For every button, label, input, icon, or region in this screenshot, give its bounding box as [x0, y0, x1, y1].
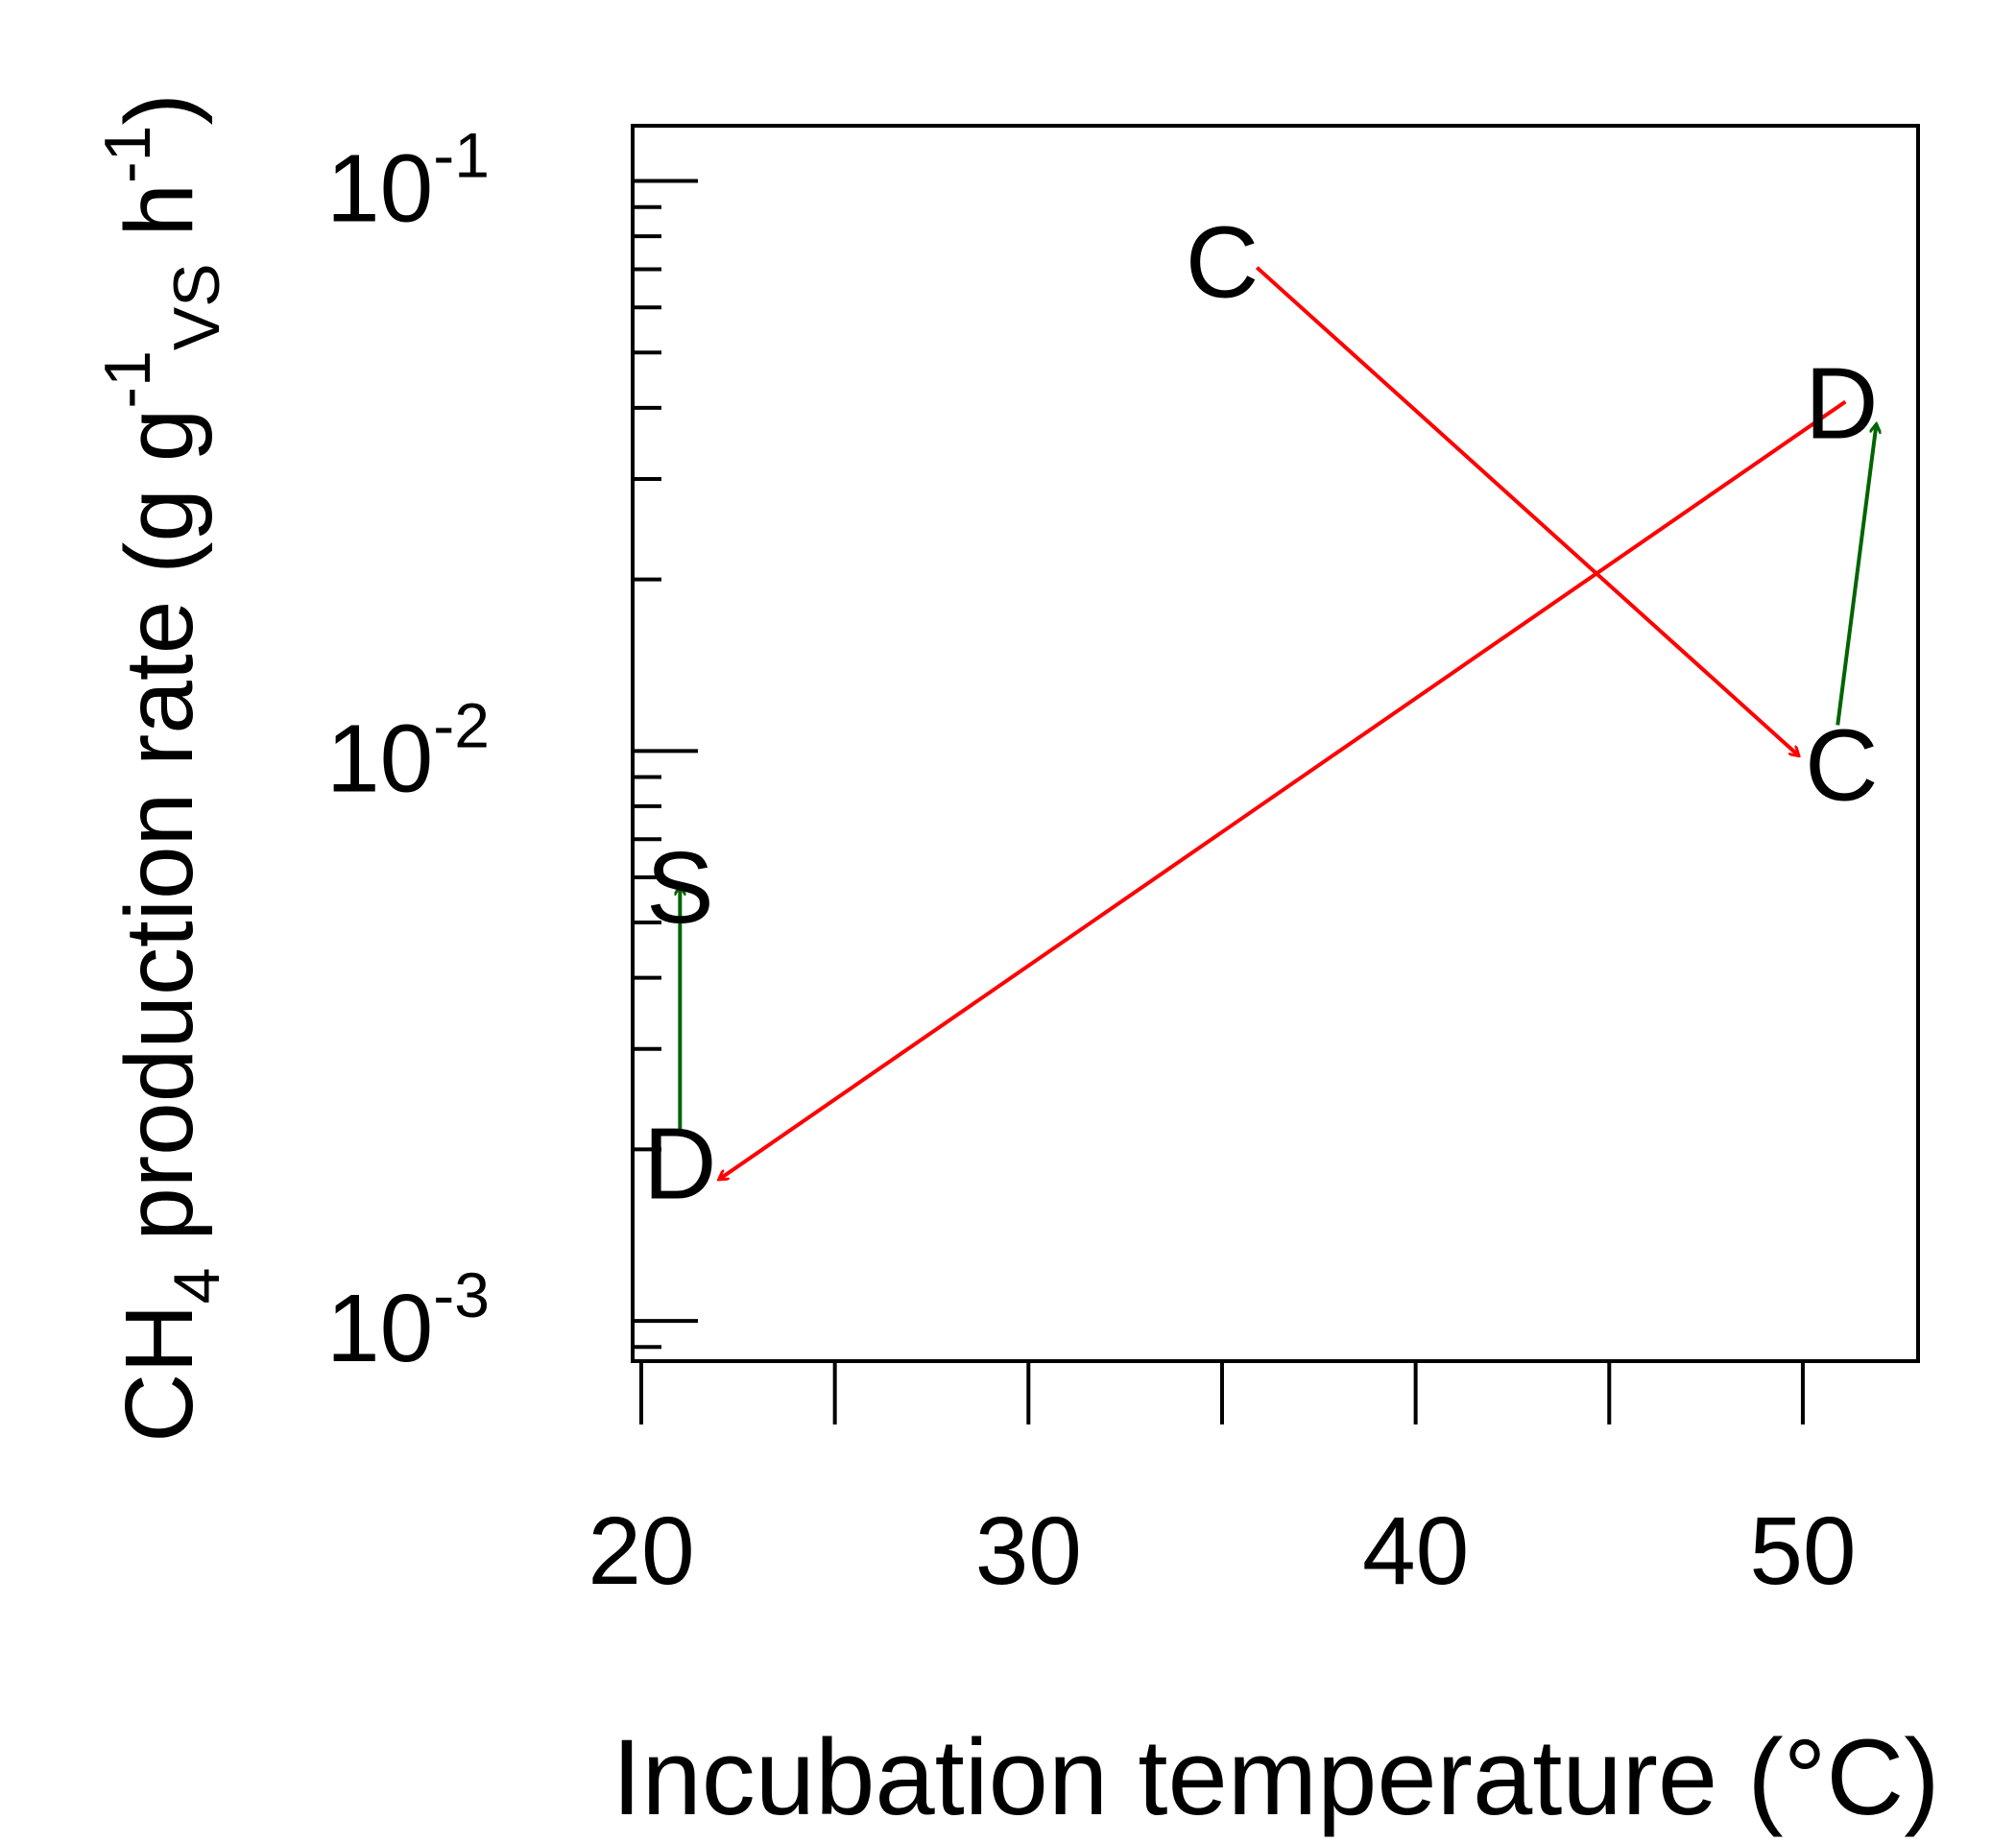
plot-frame [631, 124, 1920, 1363]
point-label-2: C [1805, 709, 1879, 823]
arrow-1 [719, 399, 1847, 1179]
y-axis-label: CH4 production rate (g g-1VS h-1) [91, 93, 233, 1443]
x-tick-label-4: 40 [1362, 1497, 1469, 1605]
y-tick-label-2: 10-1 [326, 120, 490, 243]
point-label-1: D [1805, 347, 1879, 460]
point-label-0: C [1186, 205, 1260, 319]
y-tick-label-0: 10-3 [326, 1259, 490, 1382]
arrows [680, 266, 1876, 1180]
x-axis: 20 30 40 50 [588, 1361, 1857, 1605]
arrow-3 [1836, 423, 1876, 726]
x-tick-label-2: 30 [975, 1497, 1082, 1605]
y-axis: 10-3 10-2 10-1 [326, 120, 698, 1382]
arrow-0 [1255, 266, 1799, 756]
point-label-4: D [643, 1108, 717, 1221]
y-tick-label-1: 10-2 [326, 689, 490, 812]
point-label-3: S [646, 831, 714, 945]
x-tick-label-0: 20 [588, 1497, 694, 1605]
point-labels: C D C S D [643, 205, 1879, 1220]
x-axis-label: Incubation temperature (°C) [612, 1717, 1939, 1837]
x-tick-label-6: 50 [1749, 1497, 1856, 1605]
